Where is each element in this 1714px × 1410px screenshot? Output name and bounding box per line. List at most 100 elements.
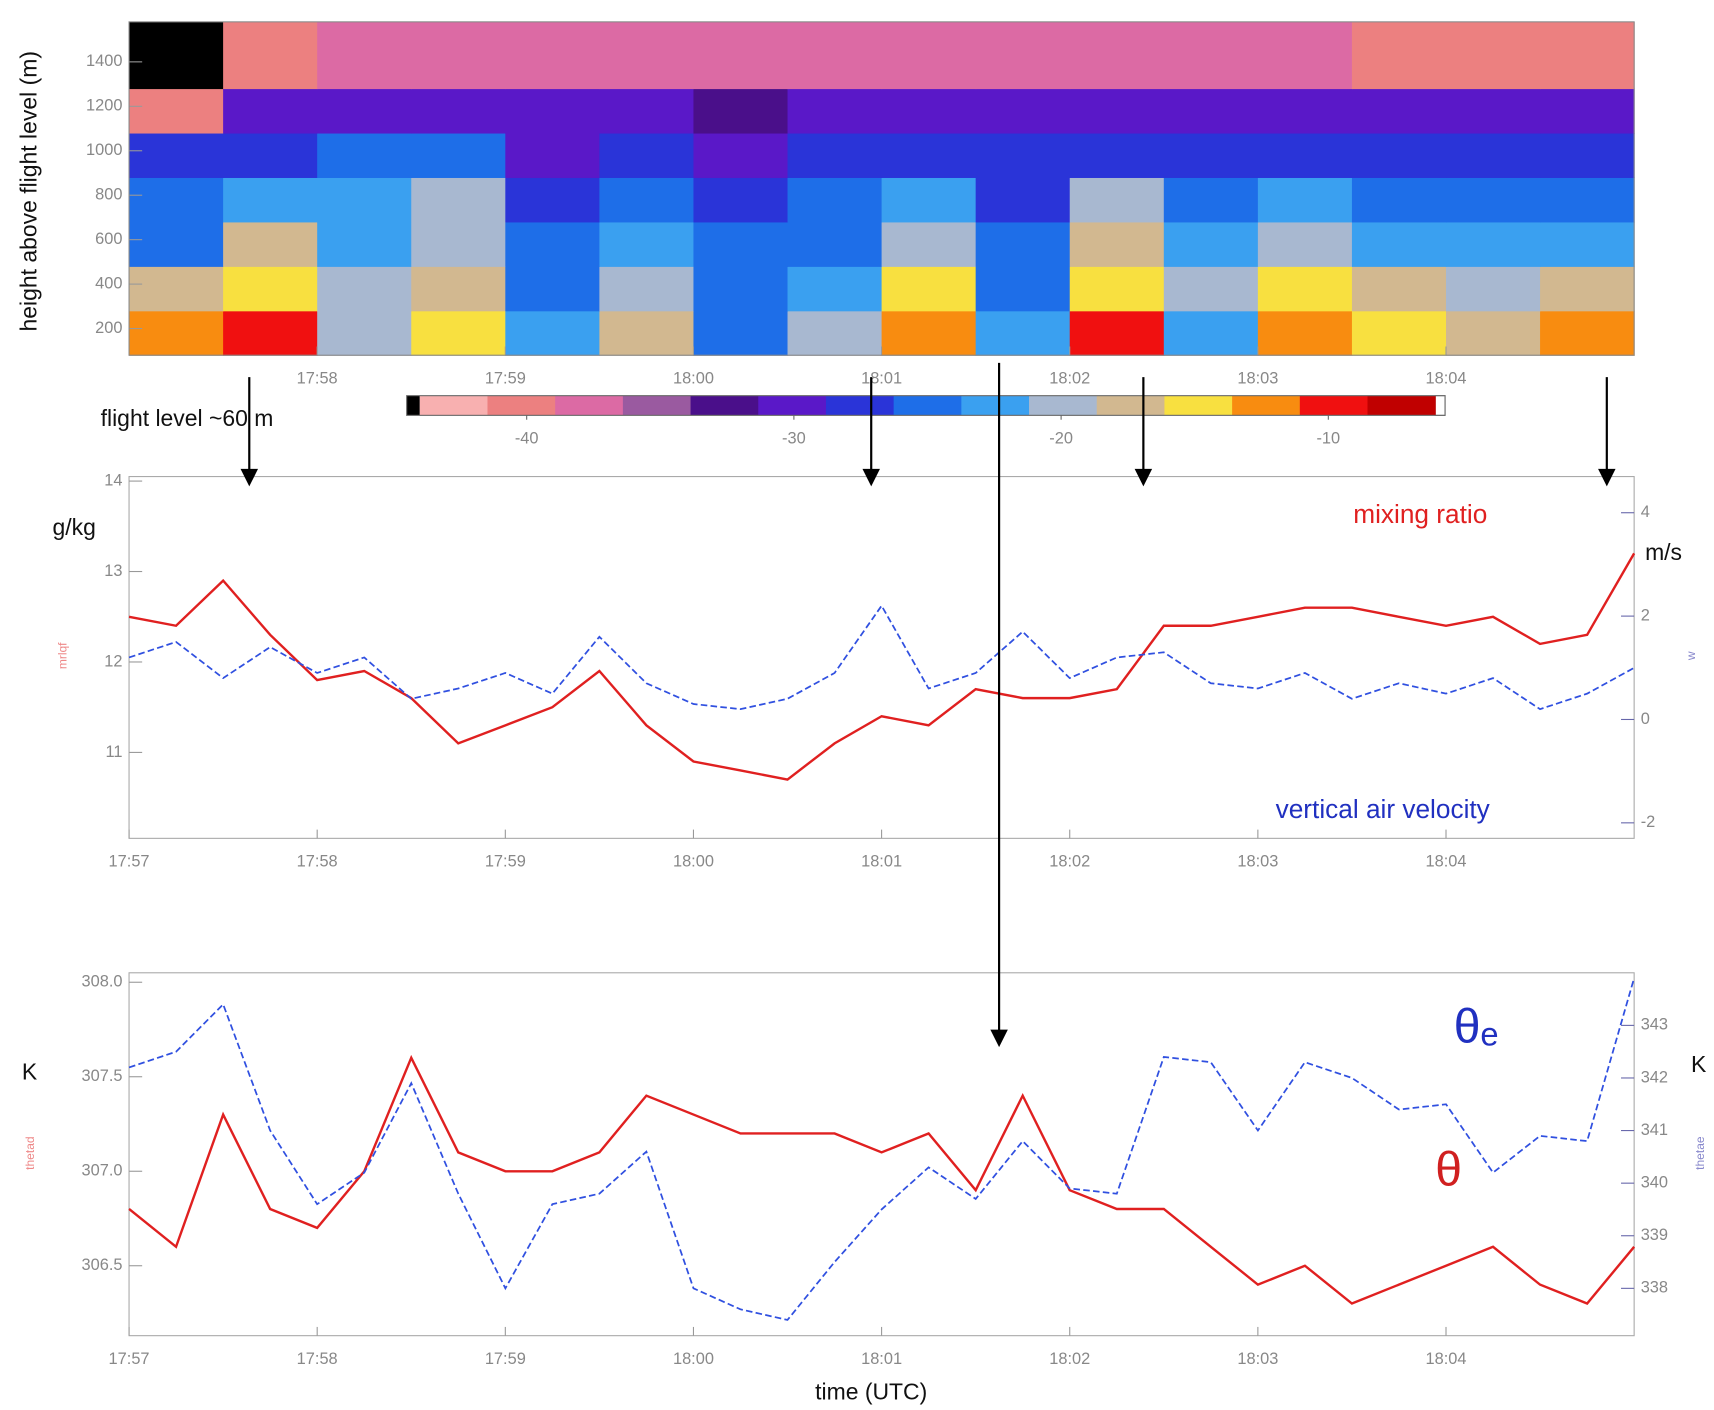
heatmap-cell: [1351, 177, 1447, 223]
colorbar-tick-label: -10: [1316, 430, 1340, 448]
heatmap-cell: [129, 88, 224, 134]
x-tick-label: 18:02: [1049, 853, 1090, 871]
heatmap-cell: [129, 21, 224, 90]
heatmap-cell: [599, 21, 695, 90]
colorbar-over: [1434, 395, 1446, 416]
x-tick-label: 17:59: [485, 853, 526, 871]
heatmap-cell: [1257, 132, 1353, 178]
heatmap-cell: [1257, 177, 1353, 223]
annotation: θ: [1435, 1143, 1462, 1197]
x-tick-label: 18:01: [861, 370, 902, 388]
y2-axis-label: m/s: [1645, 539, 1682, 565]
heatmap-cell: [411, 21, 506, 90]
heatmap-cell: [693, 266, 789, 312]
colorbar-segment: [758, 395, 827, 416]
heatmap-cell: [881, 21, 977, 90]
heatmap-cell: [1446, 21, 1541, 90]
colorbar-segment: [961, 395, 1030, 416]
x-tick-label: 18:04: [1426, 370, 1467, 388]
heatmap-cell: [1446, 177, 1541, 223]
arrow-head: [240, 468, 259, 487]
y-tick-label: 1000: [86, 141, 122, 159]
heatmap-cell: [787, 221, 883, 267]
y2-tick-label: 343: [1641, 1016, 1668, 1034]
heatmap-cell: [1257, 88, 1353, 134]
heatmap-cell: [1257, 21, 1353, 90]
heatmap-cell: [787, 21, 883, 90]
heatmap-cell: [411, 266, 506, 312]
heatmap-cell: [975, 132, 1071, 178]
heatmap-cell: [1257, 310, 1353, 356]
arrow-head: [1134, 468, 1153, 487]
colorbar-segment: [1029, 395, 1098, 416]
y2-var-label: w: [1684, 651, 1698, 661]
heatmap-cell: [129, 310, 224, 356]
heatmap-cell: [1069, 266, 1165, 312]
annotation: vertical air velocity: [1276, 794, 1491, 824]
heatmap-cell: [693, 221, 789, 267]
series-line: [128, 977, 1635, 1321]
heatmap-cell: [1163, 177, 1259, 223]
colorbar-segment: [419, 395, 489, 416]
heatmap-cell: [317, 177, 412, 223]
y-var-label: mrlqf: [56, 642, 70, 669]
annotation: flight level ~60 m: [101, 405, 274, 431]
x-tick-label: 18:00: [673, 370, 714, 388]
heatmap-cell: [1351, 88, 1447, 134]
heatmap-cell: [223, 266, 318, 312]
x-tick-label: 17:57: [109, 1350, 150, 1368]
x-tick-label: 18:00: [673, 853, 714, 871]
heatmap-cell: [787, 88, 883, 134]
heatmap-cell: [787, 132, 883, 178]
heatmap-cell: [1163, 132, 1259, 178]
colorbar-segment: [487, 395, 556, 416]
colorbar-tick-label: -30: [782, 430, 806, 448]
y2-tick-label: 2: [1641, 606, 1650, 624]
heatmap-cell: [881, 266, 977, 312]
y-tick-label: 11: [105, 743, 122, 761]
heatmap-cell: [1540, 310, 1635, 356]
y-tick-label: 14: [104, 471, 122, 489]
heatmap-cell: [1069, 88, 1165, 134]
y-tick-label: 200: [95, 319, 122, 337]
colorbar-segment: [893, 395, 962, 416]
heatmap-cell: [975, 310, 1071, 356]
arrow-head: [1598, 468, 1616, 487]
heatmap-cell: [1446, 221, 1541, 267]
heatmap-cell: [693, 21, 789, 90]
x-axis-label: time (UTC): [815, 1379, 927, 1405]
heatmap-cell: [881, 221, 977, 267]
heatmap-cell: [223, 221, 318, 267]
heatmap-cell: [317, 88, 412, 134]
heatmap-cell: [129, 221, 224, 267]
y2-tick-label: 340: [1641, 1173, 1668, 1191]
heatmap-cell: [129, 177, 224, 223]
heatmap-cell: [1446, 266, 1541, 312]
y2-tick-label: 339: [1641, 1226, 1668, 1244]
heatmap-cell: [411, 132, 506, 178]
y-tick-label: 307.0: [82, 1162, 123, 1180]
heatmap-cell: [693, 310, 789, 356]
x-tick-label: 18:02: [1049, 1350, 1090, 1368]
heatmap-cell: [1257, 266, 1353, 312]
y-tick-label: 800: [95, 186, 122, 204]
plot-frame: [128, 21, 1635, 356]
y2-tick-label: 341: [1641, 1121, 1668, 1139]
y2-tick-label: 338: [1641, 1279, 1668, 1297]
heatmap-cell: [411, 221, 506, 267]
arrow-head: [990, 1029, 1008, 1048]
heatmap-cell: [599, 88, 695, 134]
heatmap-cell: [223, 21, 318, 90]
heatmap-cell: [693, 177, 789, 223]
heatmap-cell: [1540, 177, 1635, 223]
colorbar-segment: [1232, 395, 1301, 416]
heatmap-cell: [1069, 132, 1165, 178]
heatmap-cell: [881, 132, 977, 178]
heatmap-cell: [1257, 221, 1353, 267]
heatmap-cell: [505, 21, 600, 90]
heatmap-cell: [1069, 221, 1165, 267]
y2-axis-label: K: [1691, 1051, 1707, 1077]
heatmap-cell: [505, 266, 600, 312]
plot-frame: [128, 476, 1635, 839]
